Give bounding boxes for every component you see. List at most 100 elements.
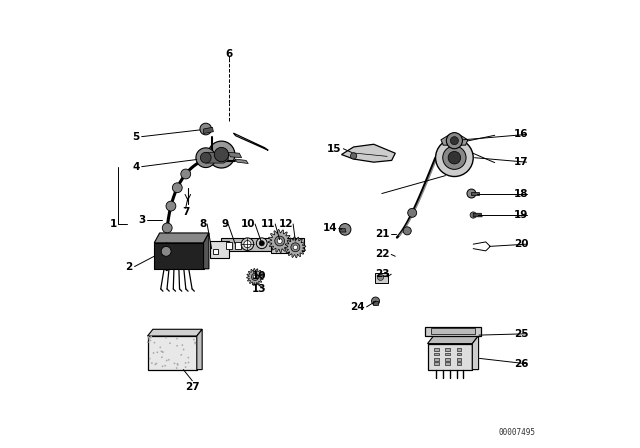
Circle shape <box>451 137 458 145</box>
Text: 8: 8 <box>200 219 207 229</box>
Bar <box>235 242 241 249</box>
Circle shape <box>149 358 150 360</box>
Circle shape <box>241 238 253 250</box>
Polygon shape <box>472 336 479 370</box>
Circle shape <box>159 346 161 348</box>
Text: 22: 22 <box>375 250 389 259</box>
Bar <box>221 238 305 251</box>
Circle shape <box>156 362 157 364</box>
Circle shape <box>185 362 186 364</box>
Bar <box>271 237 288 253</box>
Circle shape <box>214 147 228 162</box>
Circle shape <box>443 146 466 169</box>
Circle shape <box>152 352 154 354</box>
Circle shape <box>176 338 178 340</box>
Polygon shape <box>205 152 228 163</box>
Bar <box>213 249 218 254</box>
Circle shape <box>193 339 195 340</box>
Polygon shape <box>154 233 209 243</box>
Circle shape <box>161 357 163 358</box>
Polygon shape <box>246 268 264 285</box>
Text: 1: 1 <box>110 219 118 229</box>
Polygon shape <box>472 192 479 195</box>
Circle shape <box>176 367 178 369</box>
Text: 15: 15 <box>327 144 342 154</box>
Circle shape <box>151 362 153 364</box>
Text: 24: 24 <box>350 302 365 312</box>
Text: 21: 21 <box>375 229 389 239</box>
Text: 6: 6 <box>225 49 232 59</box>
Circle shape <box>177 364 179 366</box>
Circle shape <box>448 151 461 164</box>
Text: 25: 25 <box>514 329 528 339</box>
Bar <box>435 348 439 351</box>
Bar <box>445 362 450 365</box>
Circle shape <box>148 338 150 340</box>
Circle shape <box>291 243 300 252</box>
Text: 10: 10 <box>252 271 266 280</box>
Circle shape <box>147 341 148 343</box>
Circle shape <box>165 337 167 339</box>
Circle shape <box>162 366 163 367</box>
Circle shape <box>351 153 356 159</box>
Circle shape <box>194 341 196 343</box>
Text: 11: 11 <box>260 219 275 229</box>
Bar <box>431 328 475 334</box>
Text: 12: 12 <box>278 219 293 229</box>
Polygon shape <box>234 133 268 151</box>
Circle shape <box>188 357 189 358</box>
Polygon shape <box>285 237 306 258</box>
Circle shape <box>164 365 166 366</box>
Text: 19: 19 <box>514 210 528 220</box>
Text: 00007495: 00007495 <box>498 428 535 437</box>
Circle shape <box>196 148 216 168</box>
Bar <box>435 358 439 361</box>
Bar <box>445 348 450 351</box>
Circle shape <box>168 359 170 361</box>
Circle shape <box>169 342 171 344</box>
Bar <box>435 353 439 355</box>
Circle shape <box>371 297 380 305</box>
Circle shape <box>275 236 285 246</box>
Bar <box>445 353 450 355</box>
Text: 26: 26 <box>514 359 528 369</box>
Bar <box>425 327 481 336</box>
Circle shape <box>154 342 156 344</box>
Bar <box>445 358 450 361</box>
Bar <box>457 348 461 351</box>
Circle shape <box>150 337 152 339</box>
Circle shape <box>195 343 196 345</box>
Polygon shape <box>235 159 248 164</box>
Circle shape <box>162 351 163 353</box>
Circle shape <box>180 354 182 356</box>
Circle shape <box>293 245 298 250</box>
Circle shape <box>277 238 282 244</box>
Circle shape <box>156 351 158 353</box>
Polygon shape <box>204 127 213 134</box>
Polygon shape <box>339 228 346 232</box>
Bar <box>457 353 461 355</box>
Polygon shape <box>342 144 396 162</box>
Circle shape <box>154 363 156 365</box>
Circle shape <box>253 275 257 279</box>
Text: 4: 4 <box>132 162 140 172</box>
Bar <box>226 242 232 249</box>
Circle shape <box>182 349 184 350</box>
Circle shape <box>161 246 171 256</box>
Circle shape <box>161 350 163 352</box>
Polygon shape <box>441 134 468 145</box>
Polygon shape <box>473 213 482 217</box>
Circle shape <box>200 123 212 135</box>
Circle shape <box>150 340 151 341</box>
Polygon shape <box>228 152 241 158</box>
Polygon shape <box>373 301 378 305</box>
Circle shape <box>339 224 351 235</box>
Polygon shape <box>147 336 196 370</box>
Circle shape <box>177 363 179 365</box>
Circle shape <box>403 227 412 235</box>
Circle shape <box>173 362 175 364</box>
Circle shape <box>188 362 189 363</box>
Circle shape <box>166 201 176 211</box>
Circle shape <box>257 238 267 249</box>
Text: 17: 17 <box>514 157 528 167</box>
